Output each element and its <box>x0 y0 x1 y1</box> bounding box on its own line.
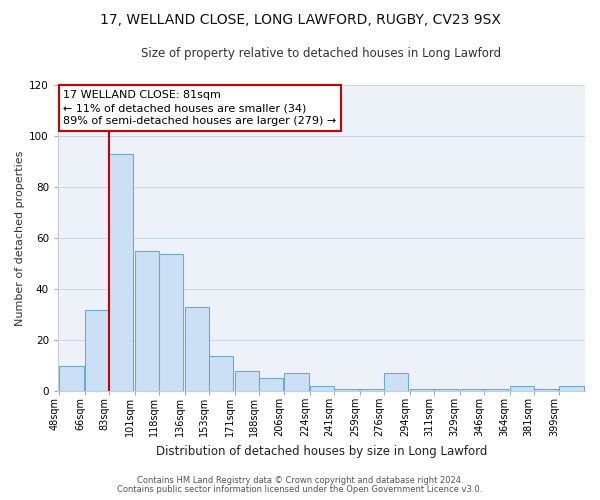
Bar <box>334 388 359 391</box>
Bar <box>384 374 409 391</box>
Bar <box>534 388 558 391</box>
Bar <box>109 154 133 391</box>
Bar <box>59 366 83 391</box>
X-axis label: Distribution of detached houses by size in Long Lawford: Distribution of detached houses by size … <box>156 444 487 458</box>
Bar <box>434 388 458 391</box>
Text: 17, WELLAND CLOSE, LONG LAWFORD, RUGBY, CV23 9SX: 17, WELLAND CLOSE, LONG LAWFORD, RUGBY, … <box>100 12 500 26</box>
Y-axis label: Number of detached properties: Number of detached properties <box>15 150 25 326</box>
Bar <box>284 374 308 391</box>
Bar <box>159 254 183 391</box>
Bar <box>360 388 384 391</box>
Bar <box>235 371 259 391</box>
Bar <box>259 378 283 391</box>
Bar <box>460 388 484 391</box>
Bar <box>509 386 534 391</box>
Bar <box>185 307 209 391</box>
Bar <box>484 388 508 391</box>
Text: Contains HM Land Registry data © Crown copyright and database right 2024.: Contains HM Land Registry data © Crown c… <box>137 476 463 485</box>
Text: Contains public sector information licensed under the Open Government Licence v3: Contains public sector information licen… <box>118 485 482 494</box>
Bar <box>85 310 109 391</box>
Bar <box>310 386 334 391</box>
Bar <box>410 388 434 391</box>
Title: Size of property relative to detached houses in Long Lawford: Size of property relative to detached ho… <box>142 48 502 60</box>
Bar <box>209 356 233 391</box>
Bar <box>559 386 584 391</box>
Bar <box>135 251 159 391</box>
Text: 17 WELLAND CLOSE: 81sqm
← 11% of detached houses are smaller (34)
89% of semi-de: 17 WELLAND CLOSE: 81sqm ← 11% of detache… <box>63 90 337 126</box>
